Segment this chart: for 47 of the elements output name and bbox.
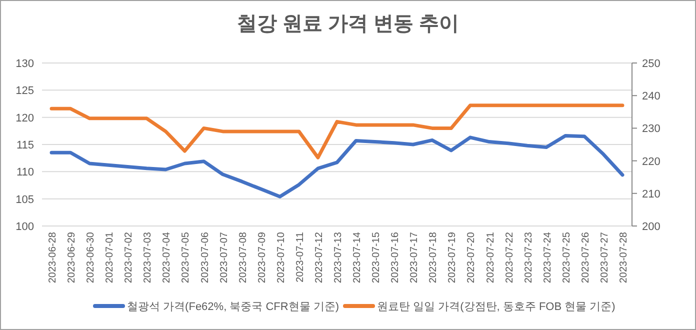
- y-tick-label: 110: [16, 166, 34, 179]
- x-tick-label: 2023-07-08: [238, 232, 249, 284]
- x-tick-label: 2023-07-14: [352, 232, 364, 284]
- x-tick-label: 2023-07-20: [466, 232, 478, 284]
- x-tick-label: 2023-07-27: [599, 232, 610, 284]
- x-tick-label: 2023-06-30: [86, 232, 97, 284]
- x-tick-label: 2023-06-29: [66, 232, 78, 284]
- x-tick-label: 2023-07-02: [124, 232, 135, 284]
- y-tick-label: 120: [16, 112, 34, 124]
- y2-tick-label: 200: [642, 221, 660, 233]
- x-tick-label: 2023-07-15: [371, 232, 382, 284]
- x-tick-label: 2023-07-11: [294, 232, 306, 282]
- y-tick-label: 115: [16, 140, 34, 152]
- x-tick-label: 2023-07-28: [618, 232, 630, 284]
- x-tick-label: 2023-07-22: [504, 232, 516, 284]
- y2-tick-label: 220: [642, 156, 660, 168]
- x-tick-label: 2023-07-06: [200, 232, 211, 284]
- y-tick-label: 125: [16, 85, 34, 98]
- x-tick-label: 2023-07-25: [561, 232, 572, 284]
- x-tick-label: 2023-07-26: [580, 232, 592, 284]
- title: 철강 원료 가격 변동 추이: [236, 13, 460, 35]
- x-tick-label: 2023-07-07: [218, 232, 230, 284]
- y-tick-label: 105: [16, 194, 34, 206]
- y-tick-label: 130: [16, 58, 34, 70]
- y-tick-label: 100: [16, 221, 34, 233]
- x-tick-label: 2023-07-18: [428, 232, 440, 284]
- legend-label: 원료탄 일일 가격(강점탄, 동호주 FOB 현물 기준): [377, 301, 616, 313]
- legend-label: 철광석 가격(Fe62%, 북중국 CFR현물 기준): [127, 301, 340, 313]
- y2-tick-label: 240: [642, 90, 660, 103]
- y2-tick-label: 250: [642, 58, 660, 70]
- x-tick-label: 2023-07-17: [409, 232, 420, 284]
- x-tick-label: 2023-07-16: [390, 232, 402, 284]
- x-tick-label: 2023-06-28: [48, 232, 59, 284]
- x-tick-label: 2023-07-01: [104, 232, 116, 284]
- x-tick-label: 2023-07-23: [523, 232, 534, 284]
- x-tick-label: 2023-07-12: [314, 232, 325, 284]
- y2-tick-label: 230: [642, 123, 660, 136]
- x-tick-label: 2023-07-05: [180, 232, 192, 284]
- x-tick-label: 2023-07-03: [142, 232, 154, 284]
- x-tick-label: 2023-07-04: [162, 232, 173, 284]
- x-tick-label: 2023-07-09: [256, 232, 268, 284]
- x-tick-label: 2023-07-21: [485, 232, 496, 284]
- x-tick-label: 2023-07-10: [276, 232, 287, 284]
- y2-tick-label: 210: [642, 188, 660, 200]
- x-tick-label: 2023-07-13: [333, 232, 344, 284]
- x-tick-label: 2023-07-24: [542, 232, 554, 284]
- x-tick-label: 2023-07-19: [447, 232, 458, 284]
